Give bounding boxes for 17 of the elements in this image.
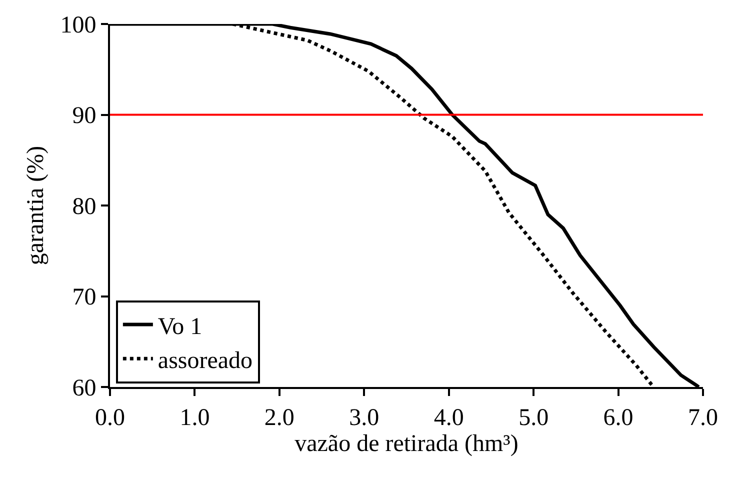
x-tick-label: 2.0 <box>264 404 294 431</box>
x-tick-label: 7.0 <box>688 404 718 431</box>
legend-label: Vo 1 <box>158 314 202 340</box>
x-tick-label: 0.0 <box>95 404 125 431</box>
legend-label: assoreado <box>158 348 253 374</box>
x-tick-label: 6.0 <box>603 404 634 431</box>
y-tick-label: 70 <box>72 284 96 311</box>
y-tick-label: 80 <box>72 194 96 220</box>
y-tick-label: 100 <box>60 12 96 38</box>
x-tick-label: 5.0 <box>518 404 549 431</box>
y-tick-label: 90 <box>72 103 96 130</box>
x-tick-label: 1.0 <box>180 404 210 431</box>
x-tick-label: 3.0 <box>349 404 380 431</box>
y-tick-label: 60 <box>72 375 96 402</box>
x-tick-label: 4.0 <box>434 404 464 431</box>
x-axis-title: vazão de retirada (hm³) <box>294 430 518 457</box>
y-axis-title: garantia (%) <box>22 146 49 266</box>
